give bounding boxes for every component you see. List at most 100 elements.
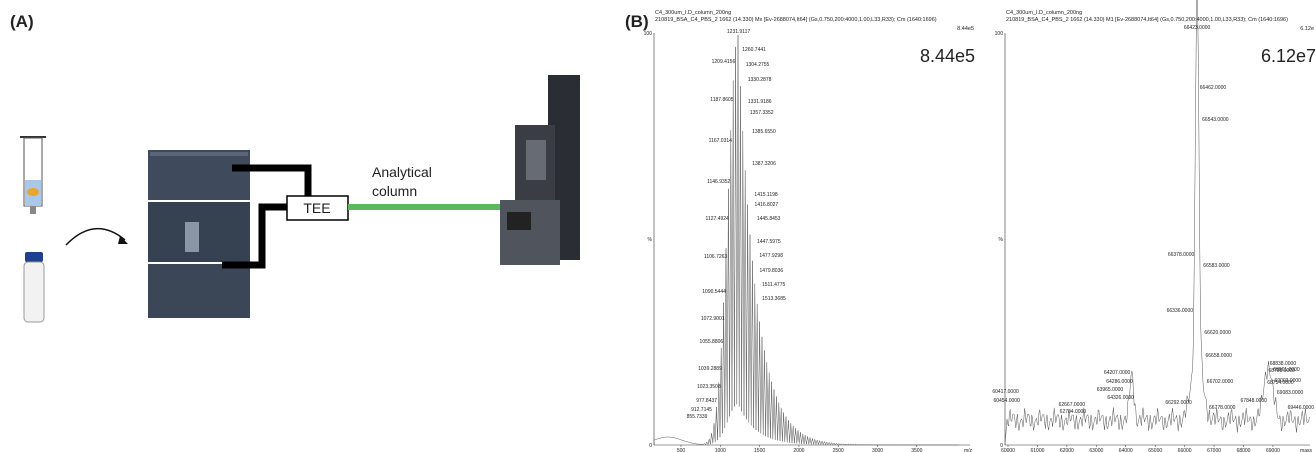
spectrum-subtitle: 210819_BSA_C4_PBS_2 1662 (14.330) M1 [Ev… (1006, 17, 1288, 23)
y-label: 100 (995, 31, 1004, 37)
peak-label: 1385.6550 (752, 129, 776, 135)
x-tick-label: 2000 (793, 448, 804, 452)
x-unit: mass (1300, 448, 1312, 452)
peak-label: 1055.8806 (700, 339, 724, 345)
peak-label: 68961.0000 (1273, 367, 1300, 373)
peak-label: 66423.0000 (1184, 25, 1211, 31)
peak-label: 64286.0000 (1106, 379, 1133, 385)
y-label: 0 (1000, 443, 1003, 449)
peak-label: 855.7339 (687, 414, 708, 420)
mass-spectrometer (500, 75, 580, 265)
x-tick-label: 69000 (1266, 448, 1280, 452)
peak-label: 912.7145 (691, 407, 712, 413)
x-tick-label: 63000 (1089, 448, 1103, 452)
peak-label: 66336.0000 (1167, 308, 1194, 314)
peak-label: 1330.2878 (748, 77, 772, 83)
intensity: 8.44e5 (920, 46, 975, 66)
peak-label: 60454.0000 (993, 398, 1020, 404)
scale-small: 8.44e5 (957, 26, 974, 32)
peak-label: 1127.4924 (706, 216, 729, 222)
tube (222, 203, 287, 269)
y-label: % (999, 237, 1004, 243)
peak-label: 67848.0000 (1241, 398, 1268, 404)
x-tick-label: 65000 (1148, 448, 1162, 452)
peak-label: 1023.3508 (697, 384, 721, 390)
peak-label: 1187.8605 (710, 97, 733, 103)
peak-label: 1387.3206 (752, 161, 776, 167)
scale-small: 6.12e (1300, 26, 1314, 32)
peak-label: 1304.2755 (746, 62, 770, 68)
peak-label: 1072.9001 (701, 316, 725, 322)
tee-box (286, 195, 349, 221)
x-tick-label: 64000 (1119, 448, 1133, 452)
x-tick-label: 66000 (1178, 448, 1192, 452)
peak-label: 68754.0000 (1267, 380, 1294, 386)
arrow (65, 227, 126, 246)
peak-label: 1039.2889 (698, 366, 722, 372)
x-tick-label: 3500 (911, 448, 922, 452)
peak-label: 1090.5444 (702, 289, 726, 295)
peak-label: 66583.0000 (1203, 263, 1230, 269)
peak-label: 977.8437 (696, 398, 717, 404)
spectrum-title: C4_300um_I.D_column_200ng (1006, 10, 1082, 16)
x-tick-label: 1000 (715, 448, 726, 452)
spectrum-title: C4_300um_I.D_column_200ng (655, 10, 731, 16)
peak-label: 64326.0000 (1107, 395, 1134, 401)
x-tick-label: 62000 (1060, 448, 1074, 452)
peak-label: 66778.0000 (1209, 405, 1236, 411)
peak-label: 66378.0000 (1168, 252, 1195, 258)
vial (23, 252, 45, 323)
peak-label: 1167.0314 (709, 138, 732, 144)
x-tick-label: 67000 (1207, 448, 1221, 452)
x-tick-label: 60000 (1001, 448, 1015, 452)
peak-label: 63965.0000 (1097, 387, 1124, 393)
y-label: % (648, 237, 653, 243)
peak-label: 1209.4156 (712, 59, 736, 65)
peak-label: 1477.9298 (759, 253, 783, 259)
y-label: 100 (644, 31, 653, 37)
peak-label: 68838.0000 (1270, 361, 1297, 367)
spectrum-trace (1004, 0, 1310, 446)
y-label: 0 (649, 443, 652, 449)
peak-label: 1445.8453 (757, 216, 781, 222)
peak-label: 66543.0000 (1202, 117, 1229, 123)
peak-label: 1511.4775 (762, 282, 785, 288)
peak-label: 1231.9117 (727, 29, 750, 35)
peak-label: 66462.0000 (1200, 85, 1227, 91)
peak-label: 68795.0000 (1268, 368, 1295, 374)
peak-label: 1479.8036 (760, 268, 784, 274)
column-label: Analytical (372, 164, 432, 180)
x-tick-label: 3000 (872, 448, 883, 452)
peak-label: 1416.8027 (755, 202, 779, 208)
peak-label: 1331.9186 (748, 99, 772, 105)
peak-label: 66702.0000 (1207, 379, 1234, 385)
peak-label: 1447.5975 (757, 239, 781, 245)
x-tick-label: 500 (677, 448, 686, 452)
peak-label: 66292.0000 (1165, 400, 1192, 406)
column-label: column (372, 183, 417, 199)
peak-label: 60417.0000 (992, 389, 1019, 395)
peak-label: 64207.0000 (1104, 370, 1131, 376)
panel-label: (B) (625, 12, 649, 31)
spectrum-subtitle: 210819_BSA_C4_PBS_2 1662 (14.330) Mx [Ev… (655, 17, 937, 23)
peak-label: 69083.0000 (1277, 390, 1304, 396)
x-tick-label: 61000 (1030, 448, 1044, 452)
peak-label: 1260.7441 (742, 47, 766, 53)
panel-label: (A) (10, 12, 34, 31)
peak-label: 66658.0000 (1206, 353, 1233, 359)
x-tick-label: 1500 (754, 448, 765, 452)
peak-label: 69003.0000 (1275, 378, 1302, 384)
peak-label: 69446.0000 (1288, 405, 1315, 411)
peak-label: 1513.3685 (762, 296, 786, 302)
peak-label: 62667.0000 (1059, 402, 1086, 408)
x-tick-label: 2500 (833, 448, 844, 452)
peak-label: 1415.1198 (754, 192, 777, 198)
peak-label: 66620.0000 (1204, 330, 1231, 336)
arrow-head (118, 236, 128, 244)
x-tick-label: 68000 (1237, 448, 1251, 452)
peak-label: 1106.7263 (704, 254, 727, 260)
lc-system (148, 150, 250, 318)
cartridge (20, 136, 46, 214)
tee-label: TEE (303, 200, 330, 216)
peak-label: 1357.3352 (750, 110, 774, 116)
